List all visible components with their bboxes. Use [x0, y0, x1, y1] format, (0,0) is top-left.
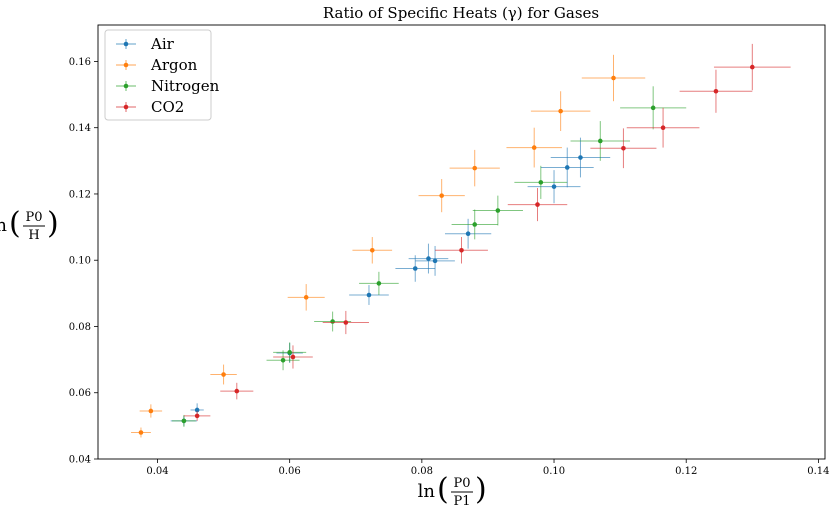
axis-ticks: 0.04 0.06 0.08 0.10 0.12 0.14 0.04 0.06 0.08 0.10…: [69, 57, 830, 477]
argon-point: [558, 108, 563, 114]
argon-point: [138, 430, 144, 435]
argon-point: [221, 372, 226, 377]
legend-argon-marker: [123, 62, 129, 68]
co2-point: [290, 354, 296, 360]
xlabel-numerator: P0: [453, 476, 470, 491]
nitrogen-point: [538, 180, 544, 185]
air-point: [564, 165, 570, 170]
air-point: [432, 258, 438, 264]
legend: Air Argon Nitrogen CO2: [104, 29, 220, 121]
y-tick-label: 0.08: [69, 322, 91, 333]
air-point: [465, 231, 471, 237]
co2-point: [535, 202, 540, 207]
xlabel-paren-left: (: [437, 472, 449, 507]
co2-point: [750, 64, 755, 70]
y-tick-label: 0.12: [69, 189, 91, 200]
nitrogen-point: [376, 281, 382, 286]
nitrogen-point: [495, 208, 501, 213]
ylabel-paren-right: ): [47, 206, 59, 241]
co2-point: [459, 247, 464, 253]
argon-point: [611, 75, 616, 81]
y-tick-label: 0.04: [69, 455, 91, 466]
co2-point: [343, 320, 349, 325]
co2-point: [194, 413, 200, 419]
argon-point: [148, 408, 154, 414]
x-tick-label: 0.06: [279, 466, 301, 477]
nitrogen-point: [181, 418, 187, 424]
legend-co2-label: CO2: [151, 98, 184, 116]
legend-box: [104, 29, 212, 121]
air-point: [551, 184, 557, 189]
nitrogen-point: [330, 319, 335, 324]
plot-area: [131, 43, 791, 438]
series-air: [170, 137, 611, 426]
air-point: [366, 292, 372, 298]
nitrogen-point: [597, 138, 603, 144]
ylabel-denominator: H: [28, 228, 39, 243]
legend-nitrogen-label: Nitrogen: [151, 77, 220, 95]
co2-point: [660, 125, 666, 131]
co2-point: [713, 88, 719, 94]
nitrogen-point: [287, 350, 292, 355]
nitrogen-point: [650, 105, 656, 111]
air-point: [412, 266, 418, 271]
xlabel-paren-right: ): [475, 472, 487, 507]
legend-co2-marker: [123, 104, 129, 110]
y-tick-label: 0.16: [69, 57, 91, 68]
x-tick-label: 0.14: [807, 466, 829, 477]
legend-air-marker: [123, 41, 129, 47]
xlabel-denominator: P1: [453, 494, 470, 509]
x-tick-label: 0.10: [543, 466, 565, 477]
x-tick-label: 0.04: [146, 466, 168, 477]
ylabel-numerator: P0: [25, 210, 42, 225]
air-point: [194, 407, 200, 413]
legend-nitrogen-marker: [123, 83, 129, 89]
co2-point: [621, 145, 626, 151]
series-co2: [183, 43, 791, 421]
legend-argon-label: Argon: [150, 56, 198, 74]
y-tick-label: 0.14: [69, 123, 91, 134]
series-nitrogen: [172, 86, 687, 427]
series-argon: [131, 54, 646, 438]
air-point: [578, 155, 583, 160]
chart-title: Ratio of Specific Heats (γ) for Gases: [323, 4, 599, 22]
co2-point: [234, 388, 240, 394]
argon-point: [531, 145, 537, 150]
nitrogen-point: [280, 357, 286, 363]
argon-point: [472, 165, 478, 171]
x-tick-label: 0.08: [411, 466, 433, 477]
y-axis-label: ln( P0 H): [0, 206, 59, 243]
ylabel-paren-left: (: [9, 206, 21, 241]
x-tick-label: 0.12: [675, 466, 697, 477]
argon-point: [439, 193, 444, 198]
x-axis-label: ln( P0 P1): [418, 472, 487, 509]
legend-air-label: Air: [150, 35, 175, 53]
ylabel-prefix: ln: [0, 215, 7, 236]
argon-point: [303, 295, 309, 300]
air-point: [426, 256, 431, 261]
y-tick-label: 0.06: [69, 388, 91, 399]
nitrogen-point: [472, 222, 478, 227]
argon-point: [369, 247, 375, 253]
plot-frame: [97, 24, 826, 460]
y-tick-label: 0.10: [69, 256, 91, 267]
xlabel-prefix: ln: [418, 481, 436, 502]
